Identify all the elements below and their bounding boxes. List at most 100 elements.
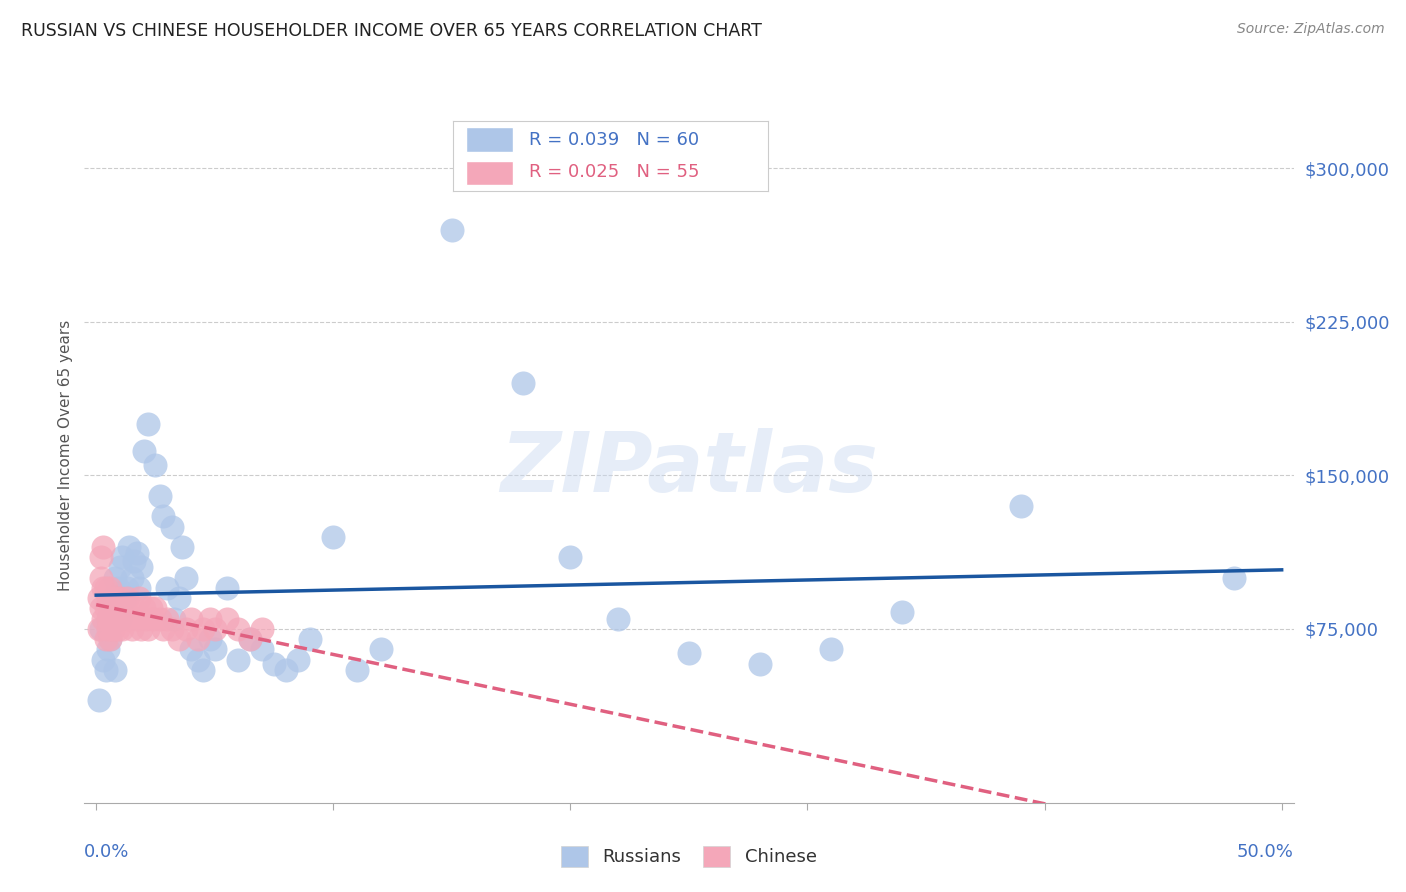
Text: RUSSIAN VS CHINESE HOUSEHOLDER INCOME OVER 65 YEARS CORRELATION CHART: RUSSIAN VS CHINESE HOUSEHOLDER INCOME OV… [21,22,762,40]
Point [298,632,321,646]
Text: 0.0%: 0.0% [84,843,129,861]
Y-axis label: Householder Income Over 65 years: Householder Income Over 65 years [58,319,73,591]
Point [749,657,772,671]
Point [108,612,131,626]
Point [97,622,120,636]
Point [91,540,114,554]
Point [101,591,124,606]
Point [122,601,145,615]
Point [100,632,122,646]
Point [228,652,250,666]
Point [115,581,138,595]
Point [101,601,124,615]
Point [125,546,148,560]
Text: ZIPatlas: ZIPatlas [501,428,877,509]
Point [820,642,842,657]
Point [187,632,209,646]
Point [121,622,143,636]
Point [90,550,112,565]
Point [108,560,131,574]
Point [132,443,155,458]
Point [1223,571,1246,585]
Point [135,612,157,626]
Point [125,612,148,626]
Point [187,652,209,666]
Point [97,612,120,626]
Point [560,550,582,565]
Point [1010,499,1032,513]
Point [145,601,167,615]
Point [167,591,190,606]
Point [104,663,127,677]
Point [97,642,120,657]
Point [128,581,150,595]
Point [678,647,700,661]
Point [91,612,114,626]
Point [204,642,226,657]
Point [160,622,183,636]
Point [100,632,122,646]
Point [215,581,238,595]
Point [90,601,112,615]
Point [128,591,150,606]
Point [132,601,155,615]
Point [94,632,117,646]
Text: Source: ZipAtlas.com: Source: ZipAtlas.com [1237,22,1385,37]
Point [115,591,138,606]
Point [104,612,127,626]
Point [440,223,463,237]
Point [191,622,214,636]
Point [107,581,129,595]
Text: 50.0%: 50.0% [1237,843,1294,861]
Point [198,612,221,626]
Point [107,622,129,636]
Point [129,622,152,636]
Point [100,581,122,595]
Point [114,591,136,606]
Point [176,571,198,585]
Point [90,622,112,636]
Point [152,509,174,524]
Point [512,376,534,391]
Point [87,693,110,707]
Point [118,540,141,554]
Point [370,642,392,657]
Point [118,612,141,626]
Point [180,612,202,626]
Point [149,612,172,626]
Point [101,622,124,636]
Point [138,417,160,432]
Point [250,642,273,657]
Point [176,622,198,636]
Point [142,612,165,626]
Point [891,606,914,620]
Point [108,591,131,606]
Point [180,642,202,657]
Point [170,540,193,554]
Point [160,519,183,533]
Point [108,612,131,626]
Point [94,581,117,595]
Point [90,571,112,585]
Point [204,622,226,636]
Point [97,612,120,626]
Point [91,581,114,595]
Point [121,571,143,585]
Point [149,489,172,503]
Legend: Russians, Chinese: Russians, Chinese [554,838,824,874]
Point [322,530,344,544]
Point [346,663,368,677]
Point [287,652,309,666]
Point [606,612,628,626]
Point [145,458,167,472]
Point [250,622,273,636]
Point [104,571,127,585]
Point [274,663,297,677]
Point [228,622,250,636]
Point [87,622,110,636]
Point [100,601,122,615]
Point [104,591,127,606]
Point [156,612,179,626]
Point [87,591,110,606]
Point [138,622,160,636]
